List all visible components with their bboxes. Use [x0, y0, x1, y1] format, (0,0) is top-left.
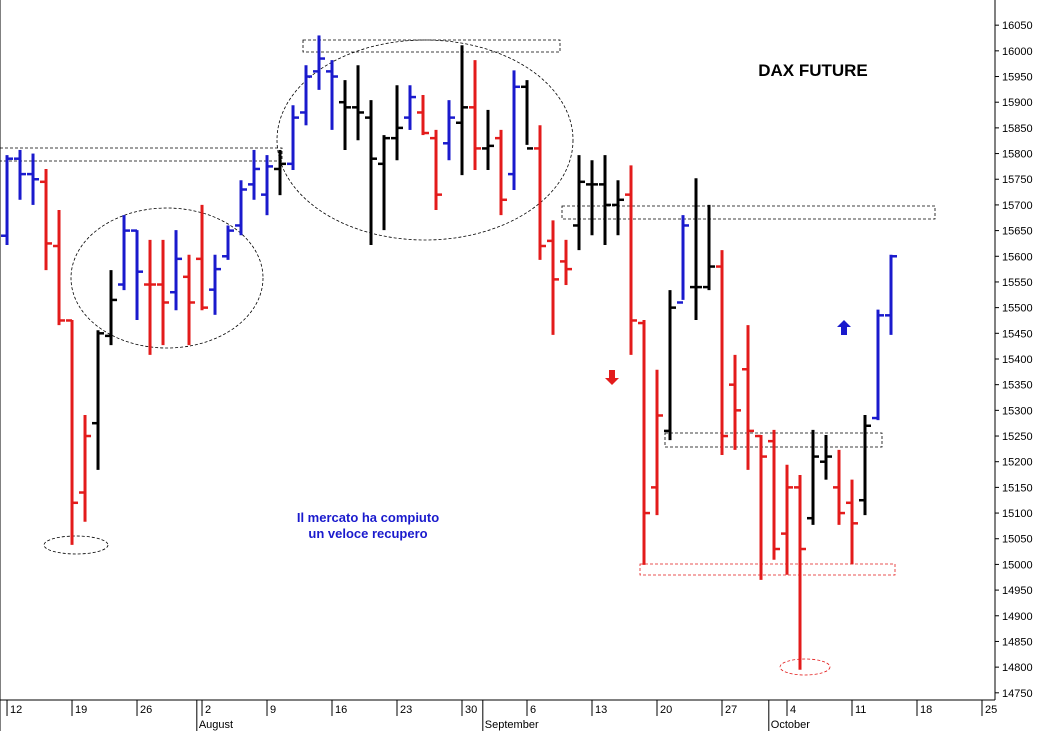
- x-tick-label: 9: [270, 704, 276, 716]
- x-tick-label: 12: [10, 704, 22, 716]
- y-tick-label: 15650: [1002, 226, 1033, 238]
- y-tick-label: 15050: [1002, 534, 1033, 546]
- x-tick-label: 11: [855, 704, 866, 716]
- y-tick-label: 15300: [1002, 405, 1033, 417]
- x-tick-label: 4: [790, 704, 796, 716]
- x-tick-label: 23: [400, 704, 412, 716]
- down-arrow: [605, 370, 619, 385]
- ellipse: [779, 658, 831, 676]
- ellipse: [276, 39, 574, 241]
- y-tick-label: 15100: [1002, 508, 1033, 520]
- y-tick-label: 15950: [1002, 72, 1033, 84]
- y-tick-label: 15500: [1002, 303, 1033, 315]
- month-label: October: [771, 719, 810, 731]
- ellipse: [70, 207, 264, 349]
- x-tick-label: 16: [335, 704, 347, 716]
- up-arrow: [837, 320, 851, 335]
- y-tick-label: 14750: [1002, 688, 1033, 700]
- y-tick-label: 16000: [1002, 46, 1033, 58]
- zone: [0, 147, 283, 162]
- y-tick-label: 14900: [1002, 611, 1033, 623]
- y-tick-label: 15550: [1002, 277, 1033, 289]
- y-tick-label: 15350: [1002, 380, 1033, 392]
- x-tick-label: 19: [75, 704, 87, 716]
- annotation: un veloce recupero: [308, 526, 427, 541]
- x-tick-label: 30: [465, 704, 477, 716]
- y-tick-label: 15850: [1002, 123, 1033, 135]
- y-tick-label: 15800: [1002, 149, 1033, 161]
- y-tick-label: 15600: [1002, 251, 1033, 263]
- annotation-shapes: [0, 39, 936, 676]
- x-tick-label: 2: [205, 704, 211, 716]
- y-tick-label: 15750: [1002, 174, 1033, 186]
- y-tick-label: 15700: [1002, 200, 1033, 212]
- y-tick-label: 15400: [1002, 354, 1033, 366]
- y-tick-label: 15900: [1002, 97, 1033, 109]
- x-tick-label: 27: [725, 704, 737, 716]
- zone: [639, 563, 896, 576]
- y-tick-label: 15200: [1002, 457, 1033, 469]
- x-tick-label: 26: [140, 704, 152, 716]
- y-tick-label: 14950: [1002, 585, 1033, 597]
- month-label: August: [199, 719, 233, 731]
- y-tick-label: 15250: [1002, 431, 1033, 443]
- y-tick-label: 14850: [1002, 636, 1033, 648]
- chart-title: DAX FUTURE: [758, 61, 868, 80]
- x-tick-label: 6: [530, 704, 536, 716]
- x-tick-label: 20: [660, 704, 672, 716]
- x-tick-label: 13: [595, 704, 607, 716]
- month-label: September: [485, 719, 539, 731]
- zone: [561, 205, 936, 220]
- x-tick-label: 25: [985, 704, 997, 716]
- zone: [302, 39, 561, 53]
- annotation: Il mercato ha compiuto: [297, 510, 439, 525]
- x-tick-label: 18: [920, 704, 932, 716]
- y-tick-label: 16050: [1002, 20, 1033, 32]
- y-tick-label: 15450: [1002, 328, 1033, 340]
- ellipse: [43, 535, 109, 555]
- y-tick-label: 14800: [1002, 662, 1033, 674]
- zone: [664, 432, 883, 448]
- y-tick-label: 15150: [1002, 482, 1033, 494]
- y-tick-label: 15000: [1002, 559, 1033, 571]
